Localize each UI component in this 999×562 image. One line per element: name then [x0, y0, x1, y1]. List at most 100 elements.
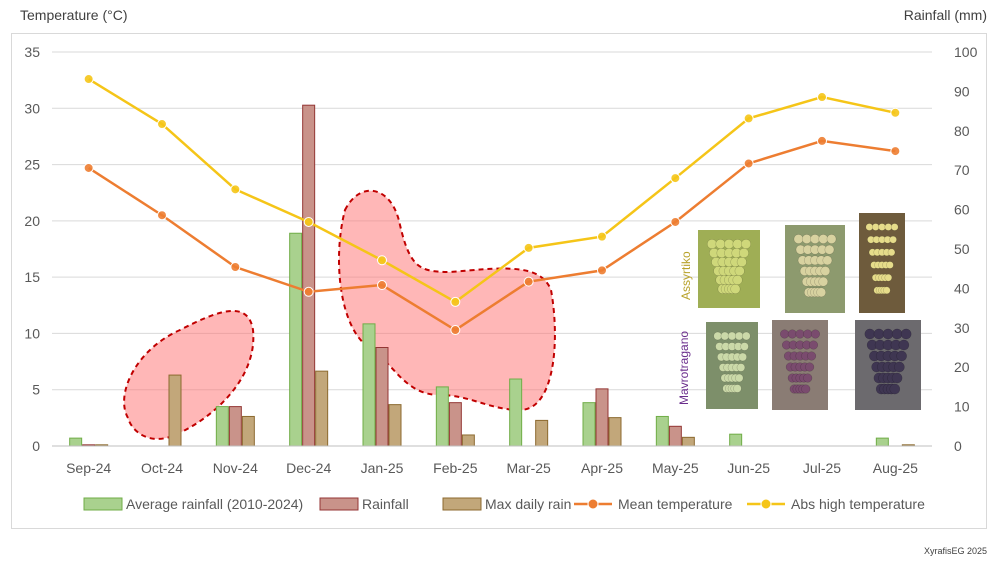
legend-label: Mean temperature: [618, 496, 733, 512]
bar: [582, 402, 596, 447]
x-tick-label: Jun-25: [727, 460, 770, 476]
data-point: [597, 231, 607, 242]
grape-berry: [822, 255, 833, 266]
grape-berry: [734, 265, 745, 277]
bar: [69, 437, 83, 447]
grape-berry: [889, 383, 901, 395]
variety-labels: Assyrtiko Mavrotragano: [677, 251, 693, 405]
grape-berry: [818, 234, 829, 244]
grape-photos: [698, 213, 921, 410]
grape-berry: [820, 266, 831, 276]
line-series: [83, 74, 901, 336]
grape-berry: [826, 234, 837, 244]
y-right-tick-label: 40: [954, 280, 970, 296]
y-left-tick-label: 10: [24, 325, 40, 341]
grape-berry: [738, 352, 747, 362]
data-point: [817, 92, 827, 103]
y-right-tick-label: 50: [954, 241, 970, 257]
bar: [875, 437, 889, 447]
legend: Average rainfall (2010-2024) Rainfall Max …: [83, 496, 925, 512]
grape-berry: [865, 223, 874, 231]
grape-berry: [787, 329, 797, 339]
bar: [435, 386, 449, 447]
grape-berry: [805, 362, 815, 372]
y-right-tick-label: 100: [954, 44, 978, 60]
grape-berry: [732, 274, 743, 286]
bar: [289, 232, 303, 447]
bar: [535, 419, 549, 447]
data-point: [157, 119, 167, 130]
grape-berry: [730, 283, 741, 295]
grape-cluster-photo: [772, 320, 828, 410]
grape-berry: [891, 328, 903, 340]
data-point: [597, 265, 607, 276]
grape-berry: [723, 238, 735, 250]
data-point: [450, 296, 461, 307]
highlight-region-jan-mar: [337, 189, 556, 412]
grape-berry: [886, 261, 894, 269]
legend-label: Max daily rain: [485, 496, 571, 512]
bar: [729, 433, 743, 447]
legend-label: Abs high temperature: [791, 496, 925, 512]
series-line: [88, 77, 896, 304]
y-left-tick-label: 5: [32, 382, 40, 398]
grape-berry: [890, 223, 899, 231]
grape-cluster-photo: [698, 230, 760, 308]
grape-berry: [806, 351, 817, 361]
y-left-tick-label: 0: [32, 438, 40, 454]
bar: [362, 323, 376, 447]
highlight-region-oct-nov: [123, 309, 255, 440]
x-tick-label: Jul-25: [803, 460, 841, 476]
grape-cluster-photo: [785, 225, 845, 313]
chart-frame: [11, 33, 987, 529]
legend-swatch-marker: [760, 498, 772, 510]
legend-swatch: [319, 497, 359, 511]
grape-berry: [864, 328, 876, 340]
bar: [461, 434, 475, 447]
grape-berry: [738, 247, 749, 259]
grape-berry: [878, 223, 886, 231]
grape-berry: [884, 223, 893, 231]
y-right-tick-label: 70: [954, 162, 970, 178]
grape-berry: [818, 276, 829, 287]
bar: [375, 347, 389, 447]
grape-berry: [898, 339, 910, 351]
grape-berry: [740, 342, 749, 351]
grape-cluster-photo: [855, 320, 921, 410]
data-point: [817, 135, 827, 146]
grape-berry: [803, 329, 813, 339]
grape-berry: [801, 384, 811, 394]
y-axis-left-title: Temperature (°C): [20, 7, 128, 23]
data-point: [230, 262, 241, 273]
y-axis-right-title: Rainfall (mm): [903, 7, 987, 23]
y-right-tick-label: 20: [954, 359, 970, 375]
data-point: [523, 242, 534, 253]
grape-berry: [882, 286, 891, 295]
x-tick-label: May-25: [652, 460, 699, 476]
legend-item: Abs high temperature: [747, 496, 925, 512]
x-tick-label: Aug-25: [873, 460, 918, 476]
grape-berry: [734, 331, 744, 341]
y-right-tick-label: 30: [954, 320, 970, 336]
x-tick-label: Mar-25: [506, 460, 551, 476]
grape-berry: [715, 238, 726, 250]
y-right-tick-label: 90: [954, 83, 970, 99]
data-point: [303, 216, 314, 227]
y-left-tick-label: 20: [24, 213, 40, 229]
data-point: [743, 113, 754, 124]
y-left-tick-label: 25: [24, 157, 40, 173]
bar: [595, 388, 609, 447]
data-point: [890, 146, 901, 157]
legend-item: Mean temperature: [574, 496, 733, 512]
x-tick-label: Dec-24: [286, 460, 331, 476]
data-point: [83, 74, 94, 85]
y-right-tick-label: 60: [954, 202, 970, 218]
grape-berry: [889, 235, 897, 244]
data-point: [303, 286, 314, 297]
bar: [608, 417, 622, 447]
grape-berry: [780, 329, 790, 339]
bar: [215, 406, 229, 447]
grape-berry: [816, 287, 827, 298]
grape-cluster-photo: [859, 213, 905, 313]
legend-label: Average rainfall (2010-2024): [126, 496, 303, 512]
